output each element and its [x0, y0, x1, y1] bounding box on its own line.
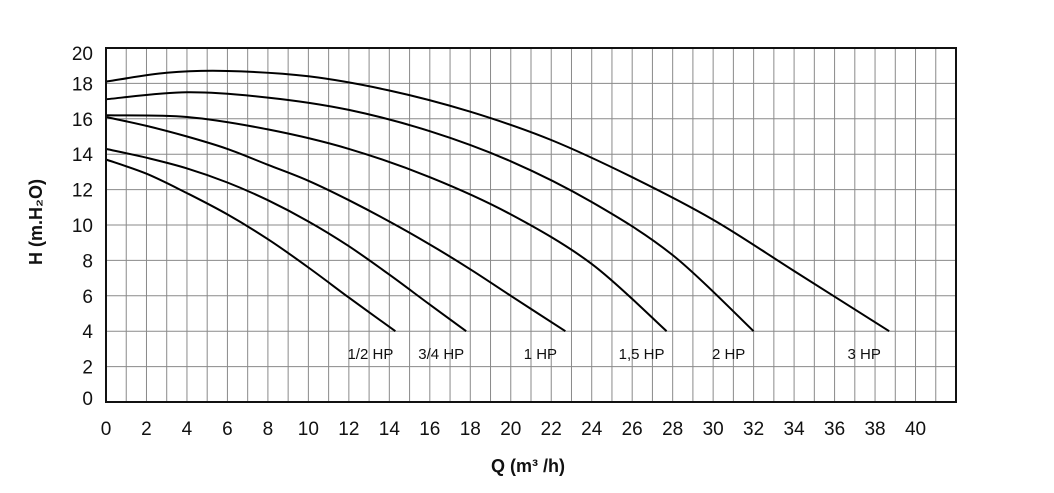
curve-labels: 1/2 HP 3/4 HP 1 HP 1,5 HP 2 HP 3 HP [347, 346, 880, 363]
plot-border [105, 47, 957, 403]
x-tick-label: 10 [298, 419, 319, 440]
curve-line [105, 69, 890, 333]
curve-label: 1 HP [524, 346, 557, 363]
x-tick-label: 8 [263, 419, 274, 440]
x-tick-label: 26 [622, 419, 643, 440]
x-tick-label: 16 [419, 419, 440, 440]
x-tick-label: 6 [222, 419, 233, 440]
x-tick-label: 32 [743, 419, 764, 440]
x-tick-label: 2 [141, 419, 152, 440]
y-tick-label: 6 [82, 287, 93, 308]
x-tick-label: 22 [541, 419, 562, 440]
curve-label: 3/4 HP [418, 346, 464, 363]
curve-label: 3 HP [848, 346, 881, 363]
curve-line [105, 147, 467, 333]
x-tick-label: 34 [784, 419, 806, 440]
x-tick-label: 12 [338, 419, 359, 440]
x-tick-label: 0 [101, 419, 112, 440]
x-tick-label: 20 [500, 419, 521, 440]
x-tick-label: 38 [864, 419, 885, 440]
x-tick-label: 18 [460, 419, 481, 440]
x-axis-title: Q (m³ /h) [491, 456, 565, 476]
curve-line [105, 91, 755, 332]
y-tick-labels: 0 2 4 6 8 10 12 14 16 18 20 [72, 44, 94, 410]
curve-label: 2 HP [712, 346, 745, 363]
y-axis-title: H (m.H₂O) [26, 179, 46, 265]
curve-label: 1/2 HP [347, 346, 393, 363]
x-tick-label: 30 [703, 419, 724, 440]
y-tick-label: 0 [82, 389, 93, 410]
curve-label: 1,5 HP [619, 346, 665, 363]
x-tick-label: 24 [581, 419, 603, 440]
x-tick-label: 4 [182, 419, 193, 440]
curve-line [105, 158, 396, 333]
curve-line [105, 116, 566, 333]
y-tick-label: 20 [72, 44, 93, 65]
curves [105, 69, 890, 333]
y-tick-label: 8 [82, 251, 93, 272]
curve-line [105, 114, 668, 332]
y-tick-label: 10 [72, 216, 93, 237]
y-tick-label: 16 [72, 110, 93, 131]
x-tick-label: 40 [905, 419, 926, 440]
y-tick-label: 2 [82, 358, 93, 379]
x-tick-label: 14 [379, 419, 401, 440]
y-tick-label: 12 [72, 181, 93, 202]
x-tick-label: 28 [662, 419, 683, 440]
y-tick-label: 4 [82, 322, 93, 343]
grid [106, 48, 956, 402]
x-tick-labels: 0 2 4 6 8 10 12 14 16 18 20 22 24 26 28 30 32 34 36 38 40 [101, 419, 926, 440]
x-tick-label: 36 [824, 419, 845, 440]
y-tick-label: 18 [72, 74, 93, 95]
y-tick-label: 14 [72, 145, 94, 166]
